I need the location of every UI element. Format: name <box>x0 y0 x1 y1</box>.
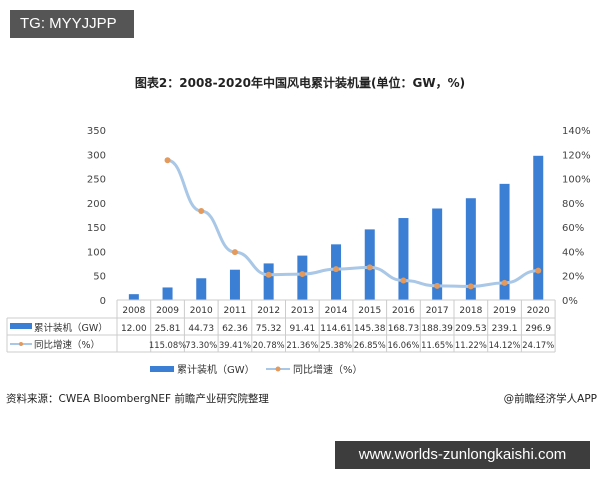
year-label: 2020 <box>527 306 550 316</box>
bar <box>162 287 173 300</box>
left-tick-label: 350 <box>87 126 106 137</box>
bar-value-label: 91.41 <box>289 324 315 334</box>
year-label: 2009 <box>156 306 179 316</box>
left-tick-label: 300 <box>87 150 106 161</box>
left-tick-label: 0 <box>100 296 106 307</box>
year-label: 2015 <box>358 306 381 316</box>
bar-value-label: 188.39 <box>421 324 453 334</box>
line-marker <box>164 157 171 164</box>
legend-swatch-marker <box>19 342 23 346</box>
line-marker <box>265 271 272 278</box>
year-label: 2018 <box>459 306 482 316</box>
bar <box>398 218 409 300</box>
year-label: 2014 <box>325 306 348 316</box>
right-tick-label: 140% <box>562 126 591 137</box>
legend-bar-label: 累计装机（GW） <box>177 363 255 376</box>
year-label: 2016 <box>392 306 415 316</box>
left-tick-label: 250 <box>87 175 106 186</box>
line-value-label: 115.08% <box>149 340 186 350</box>
line-marker <box>535 267 542 274</box>
bar-value-label: 75.32 <box>256 324 282 334</box>
chart-title: 图表2：2008-2020年中国风电累计装机量(单位：GW，%) <box>135 75 465 90</box>
legend-bar-swatch <box>150 366 174 372</box>
legend-line-marker <box>275 366 281 372</box>
row-label-bar: 累计装机（GW） <box>34 322 108 334</box>
growth-line <box>167 158 539 288</box>
credit-note: @前瞻经济学人APP <box>504 392 597 405</box>
line-marker <box>434 282 441 289</box>
bar-value-label: 296.9 <box>525 324 551 334</box>
line-marker <box>467 283 474 290</box>
year-label: 2011 <box>223 306 246 316</box>
bar <box>533 155 544 300</box>
right-tick-label: 100% <box>562 175 591 186</box>
line-marker <box>366 264 373 271</box>
year-label: 2017 <box>426 306 449 316</box>
line-value-label: 21.36% <box>286 340 318 350</box>
line-value-label: 11.65% <box>421 340 453 350</box>
right-tick-label: 0% <box>562 296 578 307</box>
bar-value-label: 12.00 <box>121 324 147 334</box>
right-tick-label: 60% <box>562 223 584 234</box>
bar <box>297 255 308 300</box>
right-tick-label: 20% <box>562 272 584 283</box>
legend-swatch-bar <box>10 323 32 329</box>
bar-value-label: 62.36 <box>222 324 248 334</box>
line-value-label: 14.12% <box>489 340 521 350</box>
bar-value-label: 209.53 <box>455 324 487 334</box>
tag-banner: TG: MYYJJPP <box>10 10 134 38</box>
line-value-label: 11.22% <box>455 340 487 350</box>
bar-value-label: 168.73 <box>388 324 420 334</box>
year-label: 2012 <box>257 306 280 316</box>
bar <box>263 263 274 300</box>
bar <box>128 294 139 300</box>
right-tick-label: 120% <box>562 150 591 161</box>
line-value-label: 16.06% <box>387 340 419 350</box>
line-marker <box>231 249 238 256</box>
line-value-label: 25.38% <box>320 340 352 350</box>
line-marker <box>299 271 306 278</box>
bar-value-label: 44.73 <box>188 324 214 334</box>
legend-line-label: 同比增速（%） <box>293 363 363 376</box>
left-tick-label: 200 <box>87 199 106 210</box>
bar-value-label: 239.1 <box>492 324 518 334</box>
line-value-label: 26.85% <box>354 340 386 350</box>
line-marker <box>198 207 205 214</box>
right-tick-label: 80% <box>562 199 584 210</box>
bar <box>432 208 443 300</box>
year-label: 2019 <box>493 306 516 316</box>
source-note: 资料来源：CWEA BloombergNEF 前瞻产业研究院整理 <box>6 392 269 405</box>
left-tick-label: 100 <box>87 247 106 258</box>
bar <box>499 183 510 300</box>
line-value-label: 39.41% <box>219 340 251 350</box>
year-label: 2010 <box>190 306 213 316</box>
line-marker <box>400 277 407 284</box>
year-label: 2013 <box>291 306 314 316</box>
line-marker <box>501 279 508 286</box>
year-label: 2008 <box>122 306 145 316</box>
row-label-line: 同比增速（%） <box>34 339 100 351</box>
right-tick-label: 40% <box>562 247 584 258</box>
line-value-label: 24.17% <box>522 340 554 350</box>
line-marker <box>333 266 340 273</box>
bar <box>196 278 207 300</box>
bar <box>465 198 476 300</box>
left-tick-label: 50 <box>93 272 106 283</box>
left-tick-label: 150 <box>87 223 106 234</box>
line-value-label: 73.30% <box>185 340 217 350</box>
url-banner: www.worlds-zunlongkaishi.com <box>335 441 590 469</box>
bar <box>229 269 240 300</box>
bar-value-label: 25.81 <box>155 324 181 334</box>
bar-value-label: 114.61 <box>320 324 352 334</box>
line-value-label: 20.78% <box>253 340 285 350</box>
bar-value-label: 145.38 <box>354 324 386 334</box>
